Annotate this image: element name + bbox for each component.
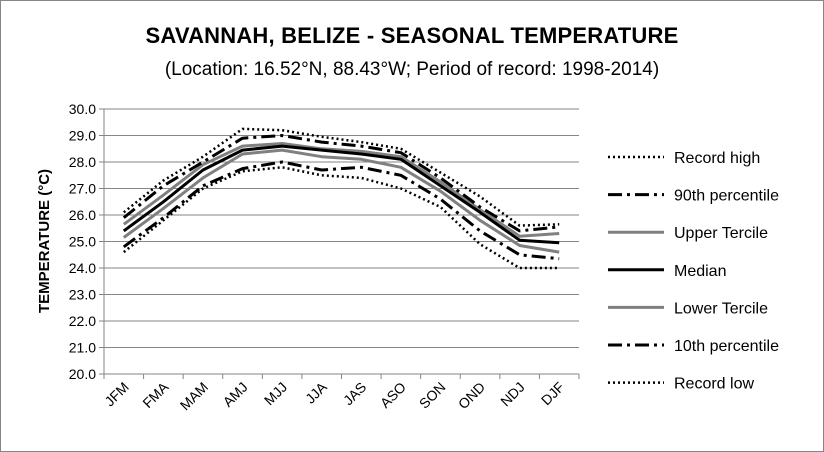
y-tick-label: 22.0 <box>69 313 96 329</box>
series-line-record-high <box>123 127 560 227</box>
x-tick-label: AMJ <box>220 379 251 410</box>
x-tick-label: JFM <box>101 379 132 410</box>
series-lines <box>122 127 560 270</box>
legend: Record high 90th percentile Upper Tercile M… <box>608 150 779 393</box>
y-tick-label: 27.0 <box>69 181 96 197</box>
axes <box>103 109 579 375</box>
y-tick-label: 29.0 <box>69 128 96 144</box>
x-tick-label: MAM <box>177 379 211 413</box>
x-tick-label: SON <box>416 379 449 412</box>
x-tick-label: MJJ <box>261 379 290 408</box>
legend-label: Median <box>674 263 726 280</box>
legend-label: Record high <box>674 150 760 167</box>
y-tick-label: 26.0 <box>69 207 96 223</box>
x-tick-label: DJF <box>538 379 567 408</box>
series-line-median <box>122 144 560 245</box>
legend-label: 10th percentile <box>674 338 779 355</box>
y-tick-label: 23.0 <box>69 287 96 303</box>
y-tick-label: 24.0 <box>69 260 96 276</box>
y-tick-label: 20.0 <box>69 366 96 382</box>
series-line-upper-tercile <box>122 142 560 238</box>
series-line-90th-percentile <box>122 134 560 233</box>
x-tick-label: FMA <box>139 378 172 411</box>
x-tick-label: NDJ <box>497 379 528 410</box>
legend-label: Lower Tercile <box>674 300 768 317</box>
x-tick-label: ASO <box>377 379 409 411</box>
x-tick-label: JJA <box>302 378 330 406</box>
x-axis-ticks: JFM FMA MAM AMJ MJJ JJA JAS ASO SON OND NDJ DJF <box>101 374 580 413</box>
chart-subtitle: (Location: 16.52°N, 88.43°W; Period of r… <box>164 59 660 80</box>
legend-label: Upper Tercile <box>674 225 768 242</box>
series-line-10th-percentile <box>122 160 560 261</box>
x-tick-label: JAS <box>340 379 369 408</box>
y-axis-ticks: 20.0 21.0 22.0 23.0 24.0 25.0 26.0 27.0 28.0 29.0… <box>69 101 104 382</box>
series-line-lower-tercile <box>122 148 560 254</box>
y-tick-label: 30.0 <box>69 101 96 117</box>
legend-label: Record low <box>674 376 754 393</box>
legend-label: 90th percentile <box>674 188 779 205</box>
x-tick-label: OND <box>455 379 488 412</box>
y-tick-label: 21.0 <box>69 340 96 356</box>
y-axis-label: TEMPERATURE (°C) <box>36 169 53 313</box>
series-line-record-low <box>123 166 560 270</box>
y-tick-label: 28.0 <box>69 154 96 170</box>
y-tick-label: 25.0 <box>69 234 96 250</box>
chart-title: SAVANNAH, BELIZE - SEASONAL TEMPERATURE <box>145 23 679 48</box>
